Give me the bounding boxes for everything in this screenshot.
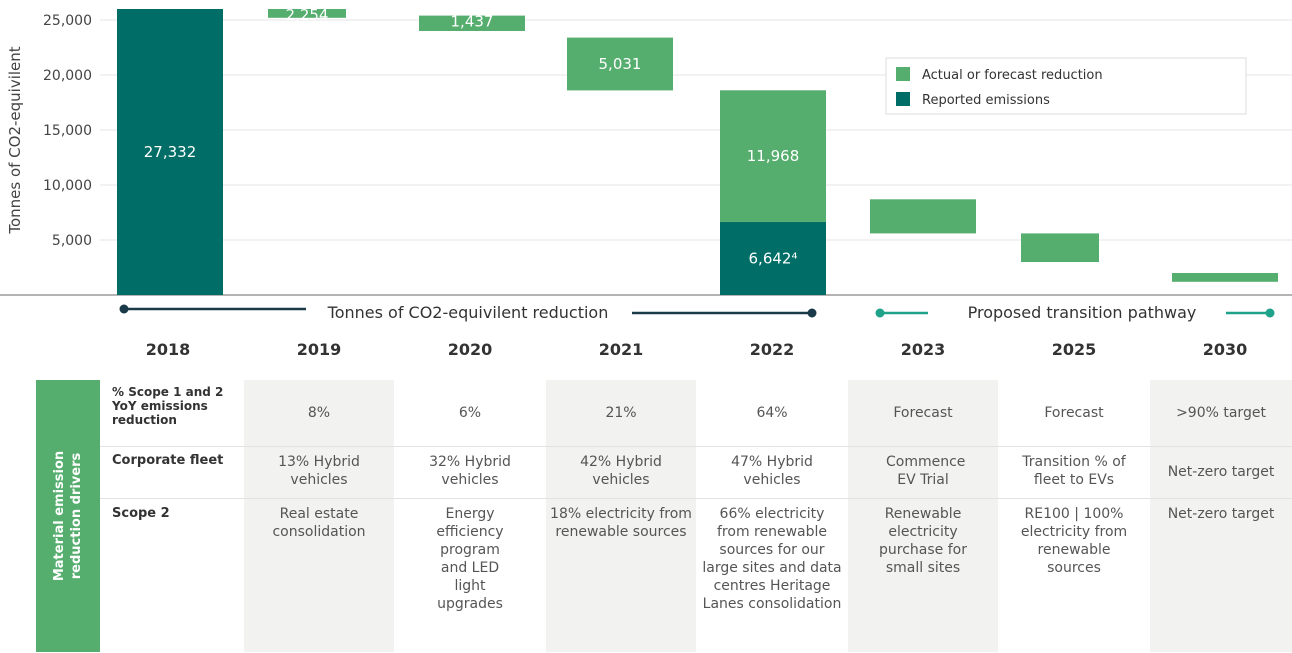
- y-tick-label: 10,000: [43, 178, 92, 194]
- column-shade-2030: [1150, 380, 1292, 652]
- legend: Actual or forecast reduction Reported em…: [885, 57, 1247, 115]
- reduction-bar-2019: [268, 9, 346, 18]
- reduction-bar-2030: [1172, 273, 1278, 282]
- year-2018: 2018: [145, 340, 191, 359]
- table-row-scope-1-2-reduction: % Scope 1 and 2 YoY emissions reduction …: [100, 380, 1292, 446]
- reported-emissions-label-2018: 27,332: [144, 143, 197, 161]
- table-cell: Forecast: [1044, 405, 1104, 421]
- y-tick-label: 15,000: [43, 123, 92, 139]
- legend-label-reported: Reported emissions: [922, 93, 1050, 108]
- y-tick-label: 5,000: [52, 233, 92, 249]
- year-2019: 2019: [296, 340, 342, 359]
- transition-pathway: Proposed transition pathway: [875, 303, 1275, 322]
- side-label-line-2: reduction drivers: [69, 452, 84, 580]
- transition-pathway-label: Proposed transition pathway: [968, 303, 1197, 322]
- table-cell: RE100 | 100% electricity from renewable …: [1020, 506, 1128, 576]
- column-shade-2019: [244, 380, 394, 652]
- table-row-corporate-fleet: Corporate fleet 13% Hybrid vehicles 32% …: [100, 446, 1292, 499]
- table-cell: >90% target: [1176, 405, 1266, 421]
- side-label-line-1: Material emission: [52, 450, 67, 582]
- table-cell: Energy efficiency program and LED light …: [436, 506, 504, 612]
- table-cell: Transition % of fleet to EVs: [1022, 454, 1126, 488]
- table-cell: 13% Hybrid vehicles: [278, 454, 360, 488]
- year-2020: 2020: [447, 340, 493, 359]
- reduction-bar-2020: [419, 15, 525, 31]
- table-cell: Forecast: [893, 405, 953, 421]
- row-label: % Scope 1 and 2 YoY emissions reduction: [112, 385, 224, 427]
- reduction-pathway-label: Tonnes of CO2-equivilent reduction: [327, 303, 609, 322]
- table-cell: 47% Hybrid vehicles: [731, 454, 813, 488]
- legend-swatch-reduction: [896, 67, 910, 81]
- table-cell: 21%: [605, 405, 637, 421]
- year-2021: 2021: [598, 340, 644, 359]
- reduction-dot-left: [119, 304, 129, 314]
- transition-dot-right: [1265, 308, 1275, 318]
- bars: 27,332 2,254 1,437 5,031 6,642⁴ 11,968: [117, 6, 1278, 295]
- reported-emissions-bar-2022: [720, 221, 826, 295]
- reduction-bar-2022: [720, 90, 826, 222]
- reduction-label-2022: 11,968: [747, 147, 800, 165]
- y-axis-ticks: 5,000 10,000 15,000 20,000 25,000: [43, 13, 92, 249]
- y-axis-label: Tonnes of CO2-equivilent: [6, 46, 24, 234]
- transition-dot-left: [875, 308, 885, 318]
- drivers-side-label-band: Material emission reduction drivers: [36, 380, 100, 652]
- reduction-label-2020: 1,437: [451, 13, 494, 31]
- year-header-row: 2018 2019 2020 2021 2022 2023 2025 2030: [0, 340, 1292, 368]
- table-cell: Net-zero target: [1167, 506, 1275, 522]
- row-label: Corporate fleet: [112, 453, 224, 468]
- table-row-scope-2: Scope 2 Real estate consolidation Energy…: [100, 498, 1292, 653]
- reduction-dot-right: [807, 308, 817, 318]
- row-label: Scope 2: [112, 506, 170, 521]
- table-cell: 42% Hybrid vehicles: [580, 454, 662, 488]
- reported-emissions-bar-2018: [117, 9, 223, 295]
- table-cell: Renewable electricity purchase for small…: [879, 506, 967, 576]
- table-cell: Commence EV Trial: [886, 454, 966, 488]
- reduction-pathway: Tonnes of CO2-equivilent reduction: [119, 303, 817, 322]
- table-cell: 8%: [307, 405, 331, 421]
- legend-swatch-reported: [896, 92, 910, 106]
- year-2022: 2022: [749, 340, 795, 359]
- year-2025: 2025: [1051, 340, 1097, 359]
- reduction-label-2021: 5,031: [599, 55, 642, 73]
- reduction-bar-2023: [870, 199, 976, 234]
- column-shade-2021: [546, 380, 696, 652]
- table-cell: 64%: [756, 405, 788, 421]
- table-cell: 66% electricity from renewable sources f…: [702, 506, 842, 612]
- table-cell: 6%: [458, 405, 482, 421]
- legend-box: [885, 57, 1247, 115]
- gridlines: [100, 19, 1292, 241]
- drivers-table: Material emission reduction drivers % Sc…: [36, 380, 1292, 652]
- table-cell: Net-zero target: [1167, 464, 1275, 480]
- y-tick-label: 20,000: [43, 68, 92, 84]
- emissions-chart: 5,000 10,000 15,000 20,000 25,000 Tonnes of …: [0, 6, 1292, 322]
- table-cell: 18% electricity from renewable sources: [550, 506, 692, 540]
- reduction-label-2019: 2,254: [286, 6, 329, 24]
- table-cell: Real estate consolidation: [272, 506, 366, 540]
- year-2023: 2023: [900, 340, 946, 359]
- reported-emissions-label-2022: 6,642⁴: [749, 249, 798, 267]
- drivers-side-label: Material emission reduction drivers: [51, 451, 85, 581]
- reduction-bar-2021: [567, 37, 673, 91]
- table-cell: 32% Hybrid vehicles: [429, 454, 511, 488]
- legend-label-reduction: Actual or forecast reduction: [922, 68, 1103, 83]
- y-tick-label: 25,000: [43, 13, 92, 29]
- year-2030: 2030: [1202, 340, 1248, 359]
- column-shade-2023: [848, 380, 998, 652]
- reduction-bar-2025: [1021, 233, 1099, 262]
